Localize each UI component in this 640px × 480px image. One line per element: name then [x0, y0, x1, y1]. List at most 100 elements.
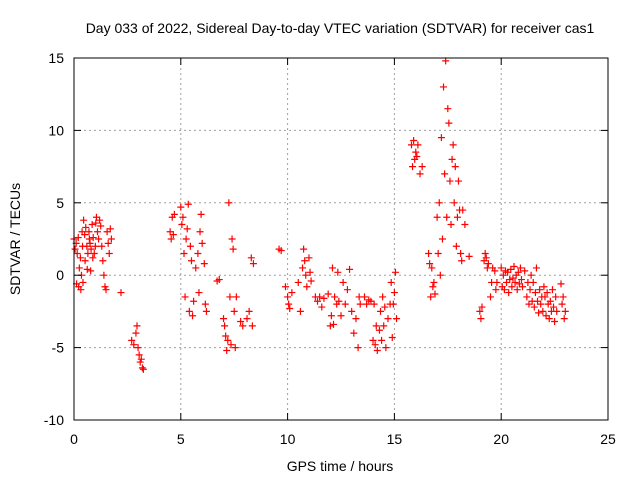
data-point	[288, 289, 296, 297]
y-tick-label: 0	[56, 267, 64, 283]
data-point	[413, 152, 421, 160]
data-point	[390, 289, 398, 297]
data-point	[84, 249, 92, 257]
data-point	[487, 293, 495, 301]
data-point	[458, 257, 466, 265]
data-point	[409, 163, 417, 171]
data-point	[435, 199, 443, 207]
data-point	[106, 225, 114, 233]
data-point	[531, 289, 539, 297]
data-point	[505, 289, 513, 297]
data-point	[561, 307, 569, 315]
data-point	[428, 264, 436, 272]
data-point	[410, 137, 418, 145]
data-point	[369, 336, 377, 344]
data-point	[182, 235, 190, 243]
data-point	[381, 303, 389, 311]
data-point	[448, 155, 456, 163]
data-point	[179, 213, 187, 221]
data-point	[133, 322, 141, 330]
data-point	[530, 303, 538, 311]
data-point	[247, 254, 255, 262]
data-point	[190, 297, 198, 305]
data-point	[277, 247, 285, 255]
data-point	[87, 267, 95, 275]
data-point	[220, 315, 228, 323]
data-point	[200, 260, 208, 268]
data-point	[553, 307, 561, 315]
data-point	[196, 228, 204, 236]
x-tick-label: 5	[177, 431, 185, 447]
data-point	[536, 286, 544, 294]
data-point	[189, 312, 197, 320]
data-point	[138, 364, 146, 372]
data-point	[514, 268, 522, 276]
data-point	[201, 300, 209, 308]
data-point	[97, 222, 105, 230]
data-point	[557, 280, 565, 288]
axis-tick-labels: 0 5 10 15 20 25 -10 -5 0 5 10 15	[44, 50, 616, 447]
y-tick-label: -5	[52, 340, 65, 356]
data-point	[461, 221, 469, 229]
data-point	[459, 206, 467, 214]
data-point	[198, 239, 206, 247]
data-point	[314, 297, 322, 305]
data-point	[104, 239, 112, 247]
data-point	[226, 293, 234, 301]
data-point	[548, 286, 556, 294]
y-axis-label: SDTVAR / TECUs	[7, 183, 23, 295]
data-point	[508, 283, 516, 291]
data-point	[92, 219, 100, 227]
data-point	[407, 141, 415, 149]
data-point	[372, 322, 380, 330]
data-point	[384, 315, 392, 323]
data-point	[437, 134, 445, 142]
data-point	[418, 163, 426, 171]
data-point	[434, 249, 442, 257]
data-point	[416, 170, 424, 178]
data-point	[363, 300, 371, 308]
data-point	[181, 293, 189, 301]
y-tick-label: 15	[48, 50, 64, 66]
data-point	[540, 283, 548, 291]
data-point	[348, 307, 356, 315]
data-point	[370, 300, 378, 308]
data-point	[227, 341, 235, 349]
data-point	[330, 320, 338, 328]
data-point	[91, 242, 99, 250]
data-point	[71, 245, 79, 253]
data-point	[284, 293, 292, 301]
data-point	[137, 355, 145, 363]
data-point	[195, 289, 203, 297]
data-point	[497, 264, 505, 272]
data-point	[215, 276, 223, 284]
data-point	[454, 177, 462, 185]
data-point	[230, 307, 238, 315]
data-point	[436, 271, 444, 279]
data-point	[296, 307, 304, 315]
x-tick-label: 20	[493, 431, 509, 447]
data-point	[98, 242, 106, 250]
x-tick-label: 15	[387, 431, 403, 447]
data-point	[232, 293, 240, 301]
data-point	[450, 199, 458, 207]
data-point	[527, 271, 535, 279]
data-point	[545, 315, 553, 323]
data-point	[229, 245, 237, 253]
data-point	[447, 221, 455, 229]
data-point	[139, 365, 147, 373]
data-point	[373, 346, 381, 354]
data-point	[134, 344, 142, 352]
data-point	[440, 83, 448, 91]
data-point	[375, 326, 383, 334]
data-point	[194, 249, 202, 257]
axis-ticks	[73, 57, 609, 421]
data-point	[516, 264, 524, 272]
data-point	[77, 286, 85, 294]
data-points	[70, 57, 569, 373]
data-point	[523, 293, 531, 301]
data-point	[192, 264, 200, 272]
data-point	[482, 254, 490, 262]
y-tick-label: 10	[48, 122, 64, 138]
